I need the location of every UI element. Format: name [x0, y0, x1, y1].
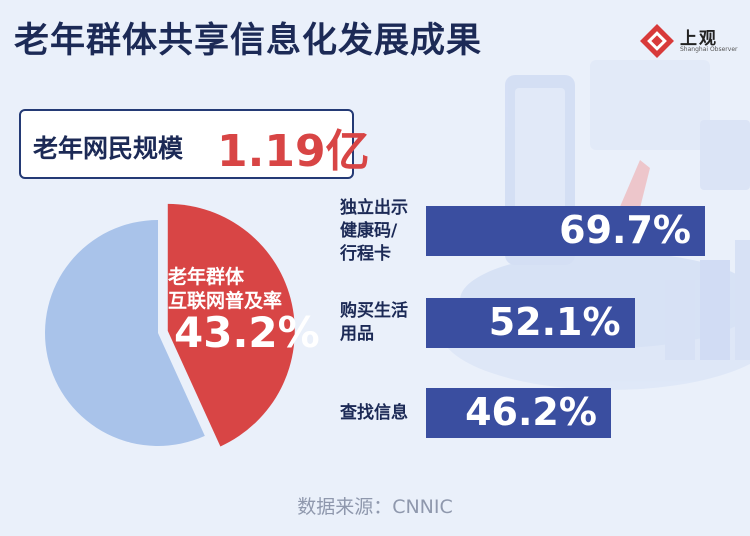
bar-category-label-line: 查找信息 — [340, 402, 408, 423]
pie-chart — [45, 203, 295, 447]
bar-category-label-1: 购买生活 用品 — [340, 300, 408, 346]
logo-subtitle: Shanghai Observer — [680, 46, 738, 53]
bar-category-label-line: 购买生活 — [340, 301, 408, 321]
headline-value: 1.19亿 — [217, 126, 370, 177]
bar-value-label-0: 69.7% — [559, 208, 691, 252]
bar-value-label-2: 46.2% — [465, 390, 597, 434]
bar-category-label-0: 独立出示 健康码/行程卡 — [340, 197, 408, 266]
bar-category-label-line: 用品 — [340, 324, 374, 344]
pie-slice-0 — [167, 203, 295, 447]
headline-box: 老年网民规模 1.19亿 — [19, 109, 370, 179]
headline-label: 老年网民规模 — [33, 134, 184, 163]
bar-category-label-line: 行程卡 — [340, 243, 391, 264]
brand-logo: 上观 Shanghai Observer — [640, 22, 740, 60]
data-source: 数据来源：CNNIC — [297, 496, 453, 518]
pie-slice-label-line-2: 互联网普及率 — [168, 290, 283, 312]
bar-2: 46.2% — [426, 388, 611, 438]
page-title: 老年群体共享信息化发展成果 — [14, 21, 483, 61]
bar-category-label-line: 独立出示 — [340, 197, 408, 218]
bar-category-label-2: 查找信息 — [340, 402, 408, 425]
bar-0: 69.7% — [426, 206, 705, 256]
pie-slice-1 — [45, 220, 205, 446]
logo-mark-icon — [640, 24, 674, 58]
bar-category-label-line: 健康码/ — [340, 220, 398, 241]
pie-slice-label-line-1: 老年群体 — [168, 266, 245, 288]
bar-1: 52.1% — [426, 298, 635, 348]
logo-name: 上观 — [680, 29, 718, 49]
bar-value-label-1: 52.1% — [488, 300, 621, 344]
pie-slice-value: 43.2% — [174, 308, 320, 357]
